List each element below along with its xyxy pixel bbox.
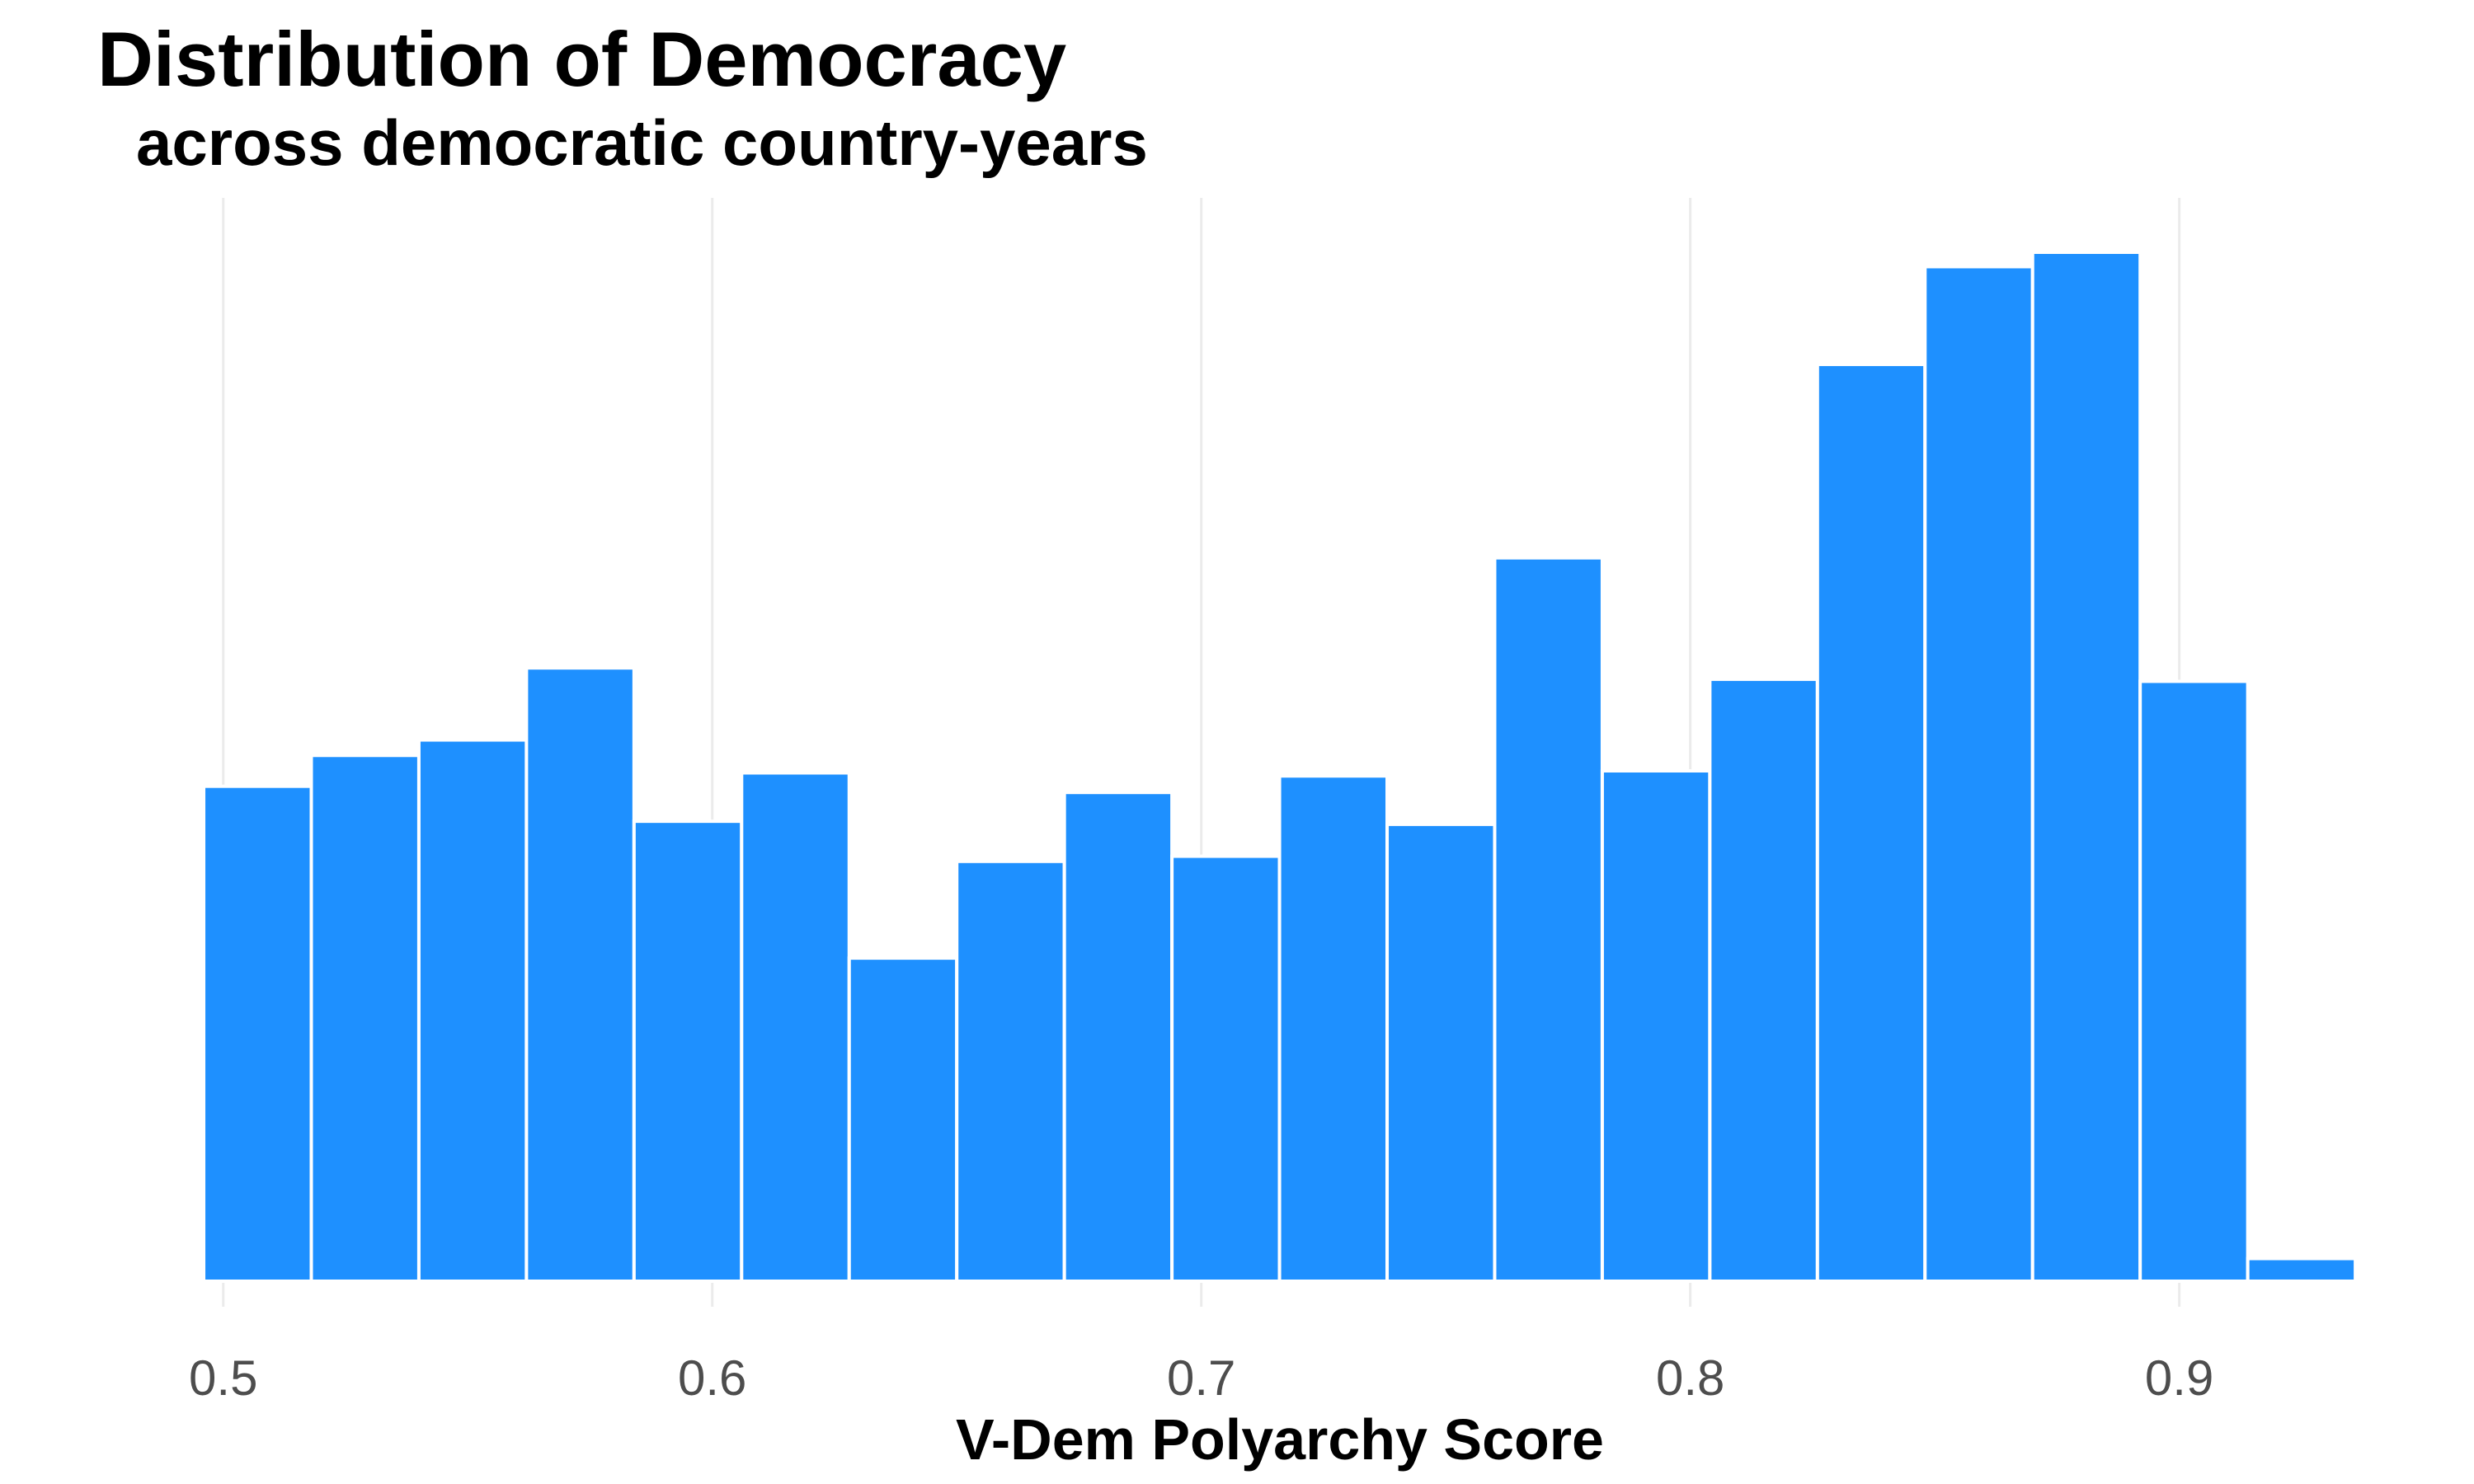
histogram-bar-2 <box>309 754 421 1283</box>
histogram-bar-9 <box>1062 791 1174 1283</box>
histogram-bar-14 <box>1600 768 1712 1283</box>
histogram-bar-16 <box>1815 363 1927 1284</box>
x-tick-label: 0.6 <box>678 1350 746 1406</box>
histogram-bar-19 <box>2138 679 2250 1283</box>
chart-subtitle: across democratic country-years <box>136 106 1148 179</box>
histogram-bar-13 <box>1493 556 1604 1283</box>
histogram-bar-17 <box>1923 265 2034 1283</box>
histogram-bar-4 <box>524 666 636 1283</box>
x-tick-label: 0.8 <box>1656 1350 1724 1406</box>
histogram-bar-6 <box>740 771 851 1283</box>
histogram-bars <box>202 251 2358 1284</box>
histogram-bar-10 <box>1170 854 1282 1284</box>
x-axis-ticks: 0.5 0.6 0.7 0.8 0.9 <box>189 1350 2213 1406</box>
histogram-bar-3 <box>416 738 529 1283</box>
histogram-bar-1 <box>202 784 313 1283</box>
x-tick-label: 0.9 <box>2145 1350 2213 1406</box>
x-axis-title: V-Dem Polyarchy Score <box>956 1407 1604 1472</box>
histogram-bar-11 <box>1277 774 1390 1283</box>
histogram-bar-8 <box>955 859 1066 1284</box>
x-tick-label: 0.5 <box>189 1350 257 1406</box>
histogram-bar-7 <box>847 956 959 1284</box>
histogram-bar-15 <box>1708 677 1819 1283</box>
histogram-bar-18 <box>2030 251 2142 1283</box>
x-tick-label: 0.7 <box>1167 1350 1235 1406</box>
histogram-bar-5 <box>632 819 744 1283</box>
histogram-bar-12 <box>1385 822 1497 1283</box>
histogram-bar-20 <box>2246 1256 2358 1283</box>
chart-title: Distribution of Democracy <box>97 16 1067 102</box>
